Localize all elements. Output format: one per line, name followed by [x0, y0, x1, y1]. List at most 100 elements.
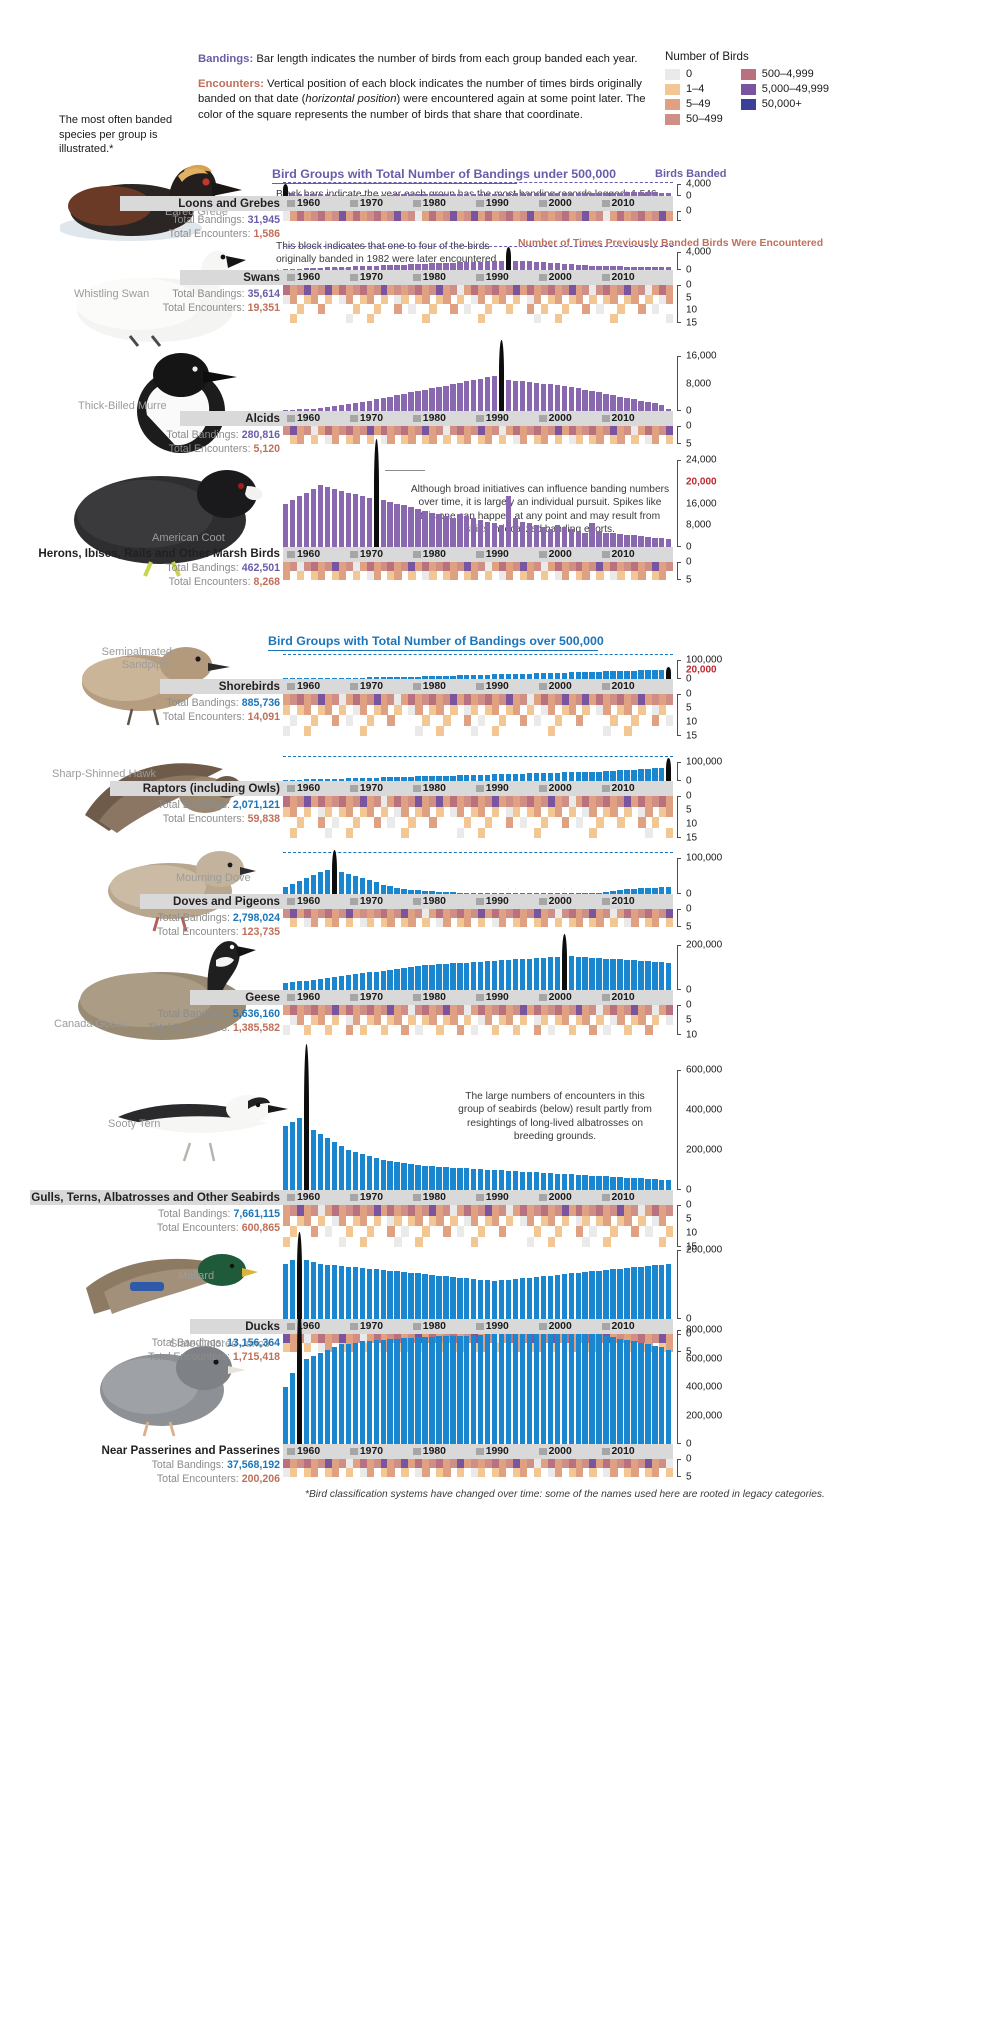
encounter-cell	[373, 1005, 381, 1016]
bandings-bar	[519, 673, 526, 679]
encounter-cell	[666, 694, 674, 705]
bandings-bar	[352, 194, 359, 196]
encounter-cell	[596, 796, 604, 807]
encounter-cell	[484, 304, 493, 314]
encounter-cell	[547, 1025, 555, 1036]
bandings-bar	[631, 670, 637, 679]
encounter-cell	[547, 725, 555, 737]
encounter-cell	[533, 715, 542, 726]
bandings-bar	[415, 676, 421, 679]
encounters-y-axis-spine	[677, 694, 681, 736]
bandings-bar	[380, 1160, 386, 1190]
encounter-cell	[554, 294, 562, 305]
encounter-cell	[617, 909, 625, 919]
encounter-cell	[589, 426, 597, 436]
bandings-y-axis-spine	[677, 1070, 681, 1190]
bandings-bar	[631, 535, 637, 547]
bandings-bar	[547, 893, 554, 894]
year-tick-2010: 2010	[600, 679, 635, 694]
encounter-cell	[450, 426, 458, 436]
encounters-y-tick-0: 0	[686, 688, 692, 700]
encounter-cell	[540, 562, 549, 572]
encounters-y-tick-5: 5	[686, 921, 692, 933]
bandings-bar	[345, 1266, 352, 1319]
encounter-cell	[450, 694, 458, 705]
encounter-cell	[478, 435, 486, 445]
encounter-cell	[331, 571, 340, 581]
encounter-cell	[498, 1005, 507, 1016]
stat-encounters-1: Total Encounters: 19,351	[100, 301, 280, 315]
encounter-cell	[408, 694, 416, 705]
encounter-cell	[296, 694, 305, 705]
encounter-cell	[324, 1205, 333, 1216]
bandings-bar	[617, 959, 623, 990]
bandings-bar	[331, 267, 338, 270]
encounter-cell	[373, 571, 381, 581]
bandings-bar	[512, 1278, 519, 1319]
encounter-cell	[387, 1205, 395, 1216]
year-tick-1960: 1960	[285, 990, 320, 1005]
encounter-cell	[498, 1459, 507, 1469]
encounter-cell	[401, 1005, 409, 1016]
bandings-bar	[624, 959, 630, 990]
encounter-cell	[505, 1015, 514, 1026]
encounter-cell	[296, 909, 305, 919]
bandings-bar	[505, 674, 512, 679]
bandings-bar	[638, 888, 644, 894]
bandings-chart-alcids	[283, 340, 673, 411]
encounter-cell	[352, 694, 360, 705]
bandings-y-tick-800000: 800,000	[686, 1324, 723, 1336]
encounter-cell	[436, 704, 444, 716]
encounter-cell	[422, 1205, 430, 1216]
bandings-bar	[387, 1338, 393, 1444]
bandings-bar	[547, 1334, 554, 1444]
stat-bandings-label-0: Total Bandings:	[172, 214, 245, 226]
bandings-chart-loons-and-grebes	[283, 184, 673, 196]
encounter-cell	[533, 796, 542, 807]
legend-column-left: 0 1–4 5–49 50–499	[665, 68, 723, 125]
bandings-peak-bar	[296, 1299, 303, 1444]
encounter-cell	[575, 426, 583, 436]
encounter-cell	[540, 435, 549, 445]
encounter-cell	[283, 806, 291, 818]
encounter-cell	[324, 918, 333, 928]
bandings-bar	[352, 677, 359, 679]
encounter-cell	[540, 211, 549, 222]
bandings-bar	[617, 889, 623, 894]
encounter-cell	[380, 796, 388, 807]
bandings-y-tick-600000: 600,000	[686, 1353, 723, 1364]
stat-encounters-value-8: 600,865	[241, 1222, 280, 1234]
year-tick-1970: 1970	[348, 990, 383, 1005]
bandings-bar	[603, 958, 609, 990]
encounter-cell	[436, 294, 444, 305]
encounter-cell	[429, 796, 437, 807]
bandings-bar	[575, 956, 581, 990]
encounters-description-2: ) were encountered again at some point l…	[198, 93, 646, 121]
bandings-bar	[408, 194, 414, 196]
encounter-cell	[624, 806, 632, 818]
bandings-bar	[394, 677, 400, 679]
bandings-bar	[575, 1334, 581, 1444]
encounter-cell	[512, 1205, 521, 1216]
section-rule-1	[272, 183, 517, 184]
bandings-description: Bar length indicates the number of birds…	[253, 53, 638, 65]
encounter-cell	[408, 704, 416, 716]
encounter-cell	[505, 704, 514, 716]
bandings-bar	[408, 1164, 414, 1190]
encounter-cell	[443, 211, 451, 222]
stat-encounters-label-3: Total Encounters:	[168, 576, 251, 588]
encounter-cell	[457, 1005, 465, 1016]
bandings-bar	[568, 956, 574, 990]
encounter-cell	[505, 909, 514, 919]
encounter-cell	[519, 285, 528, 295]
year-tick-1960: 1960	[285, 1190, 320, 1205]
encounter-cell	[575, 1205, 583, 1216]
bandings-bar	[352, 494, 359, 547]
year-tick-2000: 2000	[537, 547, 572, 562]
bandings-bar	[289, 982, 296, 990]
stat-bandings-9: Total Bandings: 13,156,364	[100, 1336, 280, 1350]
encounter-cell	[610, 285, 618, 295]
bandings-y-tick-400000: 400,000	[686, 1381, 723, 1393]
encounter-cell	[338, 294, 347, 305]
encounter-cell	[519, 817, 528, 828]
